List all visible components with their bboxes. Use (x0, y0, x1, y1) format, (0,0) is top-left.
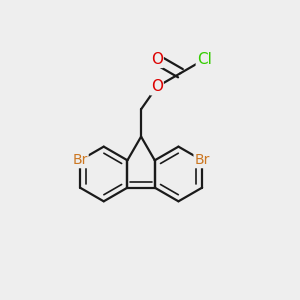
Text: Br: Br (72, 153, 88, 167)
Text: Br: Br (194, 153, 210, 167)
Text: O: O (151, 80, 163, 94)
Text: Cl: Cl (197, 52, 212, 67)
Text: O: O (151, 52, 163, 67)
